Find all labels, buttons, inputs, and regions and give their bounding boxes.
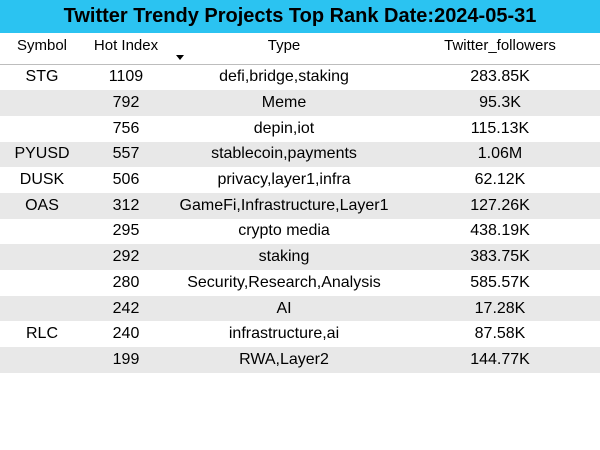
cell-symbol: PYUSD: [0, 141, 84, 168]
table-row: STG 1109 defi,bridge,staking 283.85K: [0, 63, 600, 91]
table-row: DUSK 506 privacy,layer1,infra 62.12K: [0, 167, 600, 193]
cell-followers: 17.28K: [400, 295, 600, 322]
table-row: 295 crypto media 438.19K: [0, 219, 600, 245]
cell-followers: 95.3K: [400, 90, 600, 116]
table-row: RLC 240 infrastructure,ai 87.58K: [0, 321, 600, 347]
cell-hot-index: 240: [112, 325, 140, 343]
cell-symbol: [0, 295, 84, 322]
cell-symbol: OAS: [0, 192, 84, 219]
cell-symbol: DUSK: [19, 171, 65, 189]
cell-type: AI: [168, 295, 400, 322]
cell-hot-index: 312: [84, 192, 168, 219]
cell-type: defi,bridge,staking: [168, 63, 400, 91]
cell-hot-index: 557: [84, 141, 168, 168]
table-row: PYUSD 557 stablecoin,payments 1.06M: [0, 141, 600, 168]
cell-followers: 283.85K: [400, 63, 600, 91]
cell-symbol: STG: [0, 63, 84, 91]
cell-type: depin,iot: [253, 119, 315, 137]
table-row: 756 depin,iot 115.13K: [0, 116, 600, 142]
cell-type: staking: [168, 244, 400, 270]
column-header-symbol[interactable]: Symbol: [16, 37, 68, 54]
table-row: 242 AI 17.28K: [0, 295, 600, 322]
cell-followers: 127.26K: [400, 192, 600, 219]
cell-type: GameFi,Infrastructure,Layer1: [168, 192, 400, 219]
cell-type: crypto media: [238, 222, 330, 240]
cell-hot-index: 292: [84, 244, 168, 270]
table-row: 199 RWA,Layer2 144.77K: [0, 347, 600, 373]
table-body: STG 1109 defi,bridge,staking 283.85K 792 Meme…: [0, 63, 600, 373]
cell-followers: 87.58K: [474, 325, 526, 343]
cell-type: infrastructure,ai: [228, 325, 340, 343]
cell-type: Security,Research,Analysis: [187, 273, 381, 291]
header-row: Symbol Hot Index Type Twitter_followers: [0, 33, 600, 64]
cell-followers: 115.13K: [470, 119, 530, 137]
cell-symbol: [0, 90, 84, 116]
cell-followers: 62.12K: [474, 171, 526, 189]
column-header-hot-index[interactable]: Hot Index: [84, 33, 184, 64]
table-row: 792 Meme 95.3K: [0, 90, 600, 116]
column-header-followers[interactable]: Twitter_followers: [444, 37, 556, 54]
cell-hot-index: 756: [112, 119, 140, 137]
cell-hot-index: 295: [112, 222, 140, 240]
table-row: OAS 312 GameFi,Infrastructure,Layer1 127.26…: [0, 192, 600, 219]
cell-followers: 1.06M: [400, 141, 600, 168]
cell-hot-index: 242: [84, 295, 168, 322]
table-row: 292 staking 383.75K: [0, 244, 600, 270]
cell-symbol: [0, 116, 84, 142]
cell-hot-index: 792: [84, 90, 168, 116]
cell-hot-index: 506: [112, 171, 140, 189]
cell-type: privacy,layer1,infra: [217, 171, 351, 189]
table-header: Symbol Hot Index Type Twitter_followers: [0, 33, 600, 64]
rank-table: Symbol Hot Index Type Twitter_followers …: [0, 33, 600, 373]
cell-followers: 144.77K: [400, 347, 600, 373]
cell-hot-index: 280: [112, 273, 140, 291]
cell-type: stablecoin,payments: [168, 141, 400, 168]
cell-followers: 585.57K: [470, 273, 530, 291]
table-row: 280 Security,Research,Analysis 585.57K: [0, 270, 600, 296]
cell-symbol: RLC: [25, 325, 58, 343]
cell-followers: 383.75K: [400, 244, 600, 270]
cell-symbol: [0, 244, 84, 270]
column-header-hot-index-label: Hot Index: [93, 37, 159, 54]
cell-hot-index: 1109: [84, 63, 168, 91]
column-header-type[interactable]: Type: [267, 37, 301, 54]
cell-type: Meme: [168, 90, 400, 116]
page-title: Twitter Trendy Projects Top Rank Date:20…: [0, 0, 600, 33]
cell-symbol: [0, 219, 84, 245]
cell-hot-index: 199: [84, 347, 168, 373]
sort-descending-icon[interactable]: [176, 55, 184, 60]
cell-symbol: [0, 347, 84, 373]
cell-symbol: [0, 270, 84, 296]
cell-type: RWA,Layer2: [168, 347, 400, 373]
cell-followers: 438.19K: [470, 222, 530, 240]
